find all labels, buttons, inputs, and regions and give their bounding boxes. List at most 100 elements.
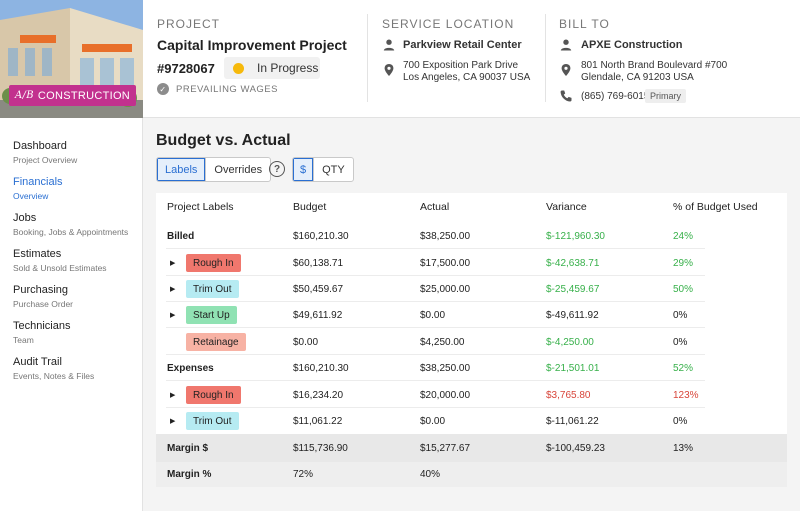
budget-cell: $0.00 [293, 336, 319, 348]
bill-address-line1: 801 North Brand Boulevard #700 [581, 60, 728, 71]
project-image: A/B CONSTRUCTION [0, 0, 143, 118]
overrides-toggle-button[interactable]: Overrides [205, 158, 270, 181]
row-label: Expenses [167, 362, 214, 374]
sidebar-item-label: Jobs [13, 212, 37, 224]
labels-toggle-button[interactable]: Labels [157, 158, 206, 181]
budget-cell: $160,210.30 [293, 362, 349, 374]
actual-cell: $4,250.00 [420, 336, 465, 348]
column-header: Variance [546, 201, 587, 213]
unit-toggle: $ QTY [292, 157, 354, 182]
variance-cell: $-42,638.71 [546, 257, 600, 269]
sidebar-item-audit-trail[interactable]: Audit Trail Events, Notes & Files [13, 356, 94, 381]
sidebar-item-sublabel: Booking, Jobs & Appointments [13, 227, 129, 237]
variance-cell: $-121,960.30 [546, 230, 605, 242]
sidebar-item-label: Purchasing [13, 284, 69, 296]
sidebar-item-technicians[interactable]: Technicians Team [13, 320, 70, 345]
status-badge[interactable]: In Progress [224, 57, 320, 79]
sidebar-item-label: Financials [13, 176, 63, 188]
sidebar-item-financials[interactable]: Financials Overview [13, 176, 63, 201]
percent-used-cell: 123% [673, 389, 699, 401]
person-icon [560, 39, 572, 51]
prevailing-wages: ✓ PREVAILING WAGES [157, 83, 278, 95]
help-icon[interactable]: ? [269, 161, 285, 177]
table-row[interactable]: ▶ Start Up $49,611.92 $0.00 $-49,611.92 … [156, 302, 705, 328]
start-up-tag: Start Up [186, 306, 237, 324]
status-dot-icon [233, 62, 244, 74]
table-row[interactable]: ▶ Rough In $16,234.20 $20,000.00 $3,765.… [156, 382, 705, 408]
budget-table: Project Labels Budget Actual Variance % … [156, 193, 787, 487]
project-header: A/B CONSTRUCTION PROJECT Capital Improve… [0, 0, 800, 118]
sidebar-item-sublabel: Overview [13, 191, 49, 201]
sidebar-item-label: Dashboard [13, 140, 67, 152]
table-row[interactable]: ▶ Rough In $60,138.71 $17,500.00 $-42,63… [156, 250, 705, 276]
bill-to-name: APXE Construction [581, 39, 683, 51]
margin-percent-row: Margin % 72% 40% [156, 462, 787, 487]
table-row: Retainage $0.00 $4,250.00 $-4,250.00 0% [156, 329, 705, 355]
actual-cell: $38,250.00 [420, 230, 471, 242]
sidebar-item-label: Technicians [13, 320, 71, 332]
percent-used-cell: 29% [673, 257, 694, 269]
variance-cell: $-25,459.67 [546, 283, 600, 295]
construction-badge: A/B CONSTRUCTION [9, 85, 137, 106]
variance-cell: $-11,061.22 [546, 415, 599, 427]
budget-cell: $16,234.20 [293, 389, 344, 401]
trim-out-tag: Trim Out [186, 412, 239, 430]
table-row: Billed $160,210.30 $38,250.00 $-121,960.… [156, 223, 705, 249]
variance-cell: $-4,250.00 [546, 336, 594, 348]
sidebar-item-sublabel: Sold & Unsold Estimates [13, 263, 107, 273]
bill-to-label: BILL TO [559, 17, 610, 31]
expand-caret-icon[interactable]: ▶ [170, 312, 176, 319]
table-header: Project Labels Budget Actual Variance % … [156, 194, 787, 220]
variance-cell: $-21,501.01 [546, 362, 600, 374]
sidebar: Dashboard Project Overview Financials Ov… [0, 118, 143, 511]
sidebar-item-jobs[interactable]: Jobs Booking, Jobs & Appointments [13, 212, 128, 237]
sidebar-item-sublabel: Project Overview [13, 155, 78, 165]
trim-out-tag: Trim Out [186, 280, 239, 298]
location-pin-icon [561, 64, 571, 76]
status-text: In Progress [257, 61, 319, 75]
column-header: % of Budget Used [673, 201, 758, 213]
budget-cell: $50,459.67 [293, 283, 344, 295]
budget-cell: $49,611.92 [293, 309, 343, 321]
service-location-label: SERVICE LOCATION [382, 17, 515, 31]
percent-used-cell: 13% [673, 442, 694, 454]
rough-in-tag: Rough In [186, 386, 241, 404]
person-icon [383, 39, 395, 51]
actual-cell: $38,250.00 [420, 362, 471, 374]
primary-phone-tag: Primary [645, 89, 686, 103]
sidebar-item-dashboard[interactable]: Dashboard Project Overview [13, 140, 77, 165]
actual-cell: 40% [420, 469, 441, 480]
actual-cell: $17,500.00 [420, 257, 471, 269]
percent-used-cell: 50% [673, 283, 694, 295]
percent-used-cell: 52% [673, 362, 694, 374]
sidebar-item-purchasing[interactable]: Purchasing Purchase Order [13, 284, 73, 309]
table-row[interactable]: ▶ Trim Out $50,459.67 $25,000.00 $-25,45… [156, 276, 705, 302]
retainage-tag: Retainage [186, 333, 246, 351]
budget-cell: $115,736.90 [293, 442, 348, 454]
check-circle-icon: ✓ [157, 83, 169, 95]
qty-toggle-button[interactable]: QTY [313, 158, 353, 181]
project-name: Capital Improvement Project [157, 37, 347, 53]
budget-cell: $160,210.30 [293, 230, 349, 242]
column-header: Budget [293, 201, 327, 213]
table-row[interactable]: ▶ Trim Out $11,061.22 $0.00 $-11,061.22 … [156, 408, 705, 434]
expand-caret-icon[interactable]: ▶ [170, 286, 176, 293]
sidebar-item-estimates[interactable]: Estimates Sold & Unsold Estimates [13, 248, 107, 273]
expand-caret-icon[interactable]: ▶ [170, 418, 176, 425]
bill-phone[interactable]: (865) 769-6015 [581, 91, 650, 102]
budget-cell: 72% [293, 469, 314, 480]
phone-icon [560, 90, 572, 102]
expand-caret-icon[interactable]: ▶ [170, 260, 176, 267]
actual-cell: $0.00 [420, 415, 446, 427]
service-address-line1: 700 Exposition Park Drive [403, 60, 519, 71]
variance-cell: $3,765.80 [546, 389, 591, 401]
sidebar-item-label: Audit Trail [13, 356, 62, 368]
table-row: Expenses $160,210.30 $38,250.00 $-21,501… [156, 355, 705, 381]
column-header: Project Labels [167, 201, 234, 213]
dollar-toggle-button[interactable]: $ [293, 158, 314, 181]
expand-caret-icon[interactable]: ▶ [170, 392, 176, 399]
actual-cell: $0.00 [420, 309, 446, 321]
row-label: Margin $ [167, 442, 209, 454]
column-header: Actual [420, 201, 450, 213]
row-label: Margin % [167, 469, 212, 480]
